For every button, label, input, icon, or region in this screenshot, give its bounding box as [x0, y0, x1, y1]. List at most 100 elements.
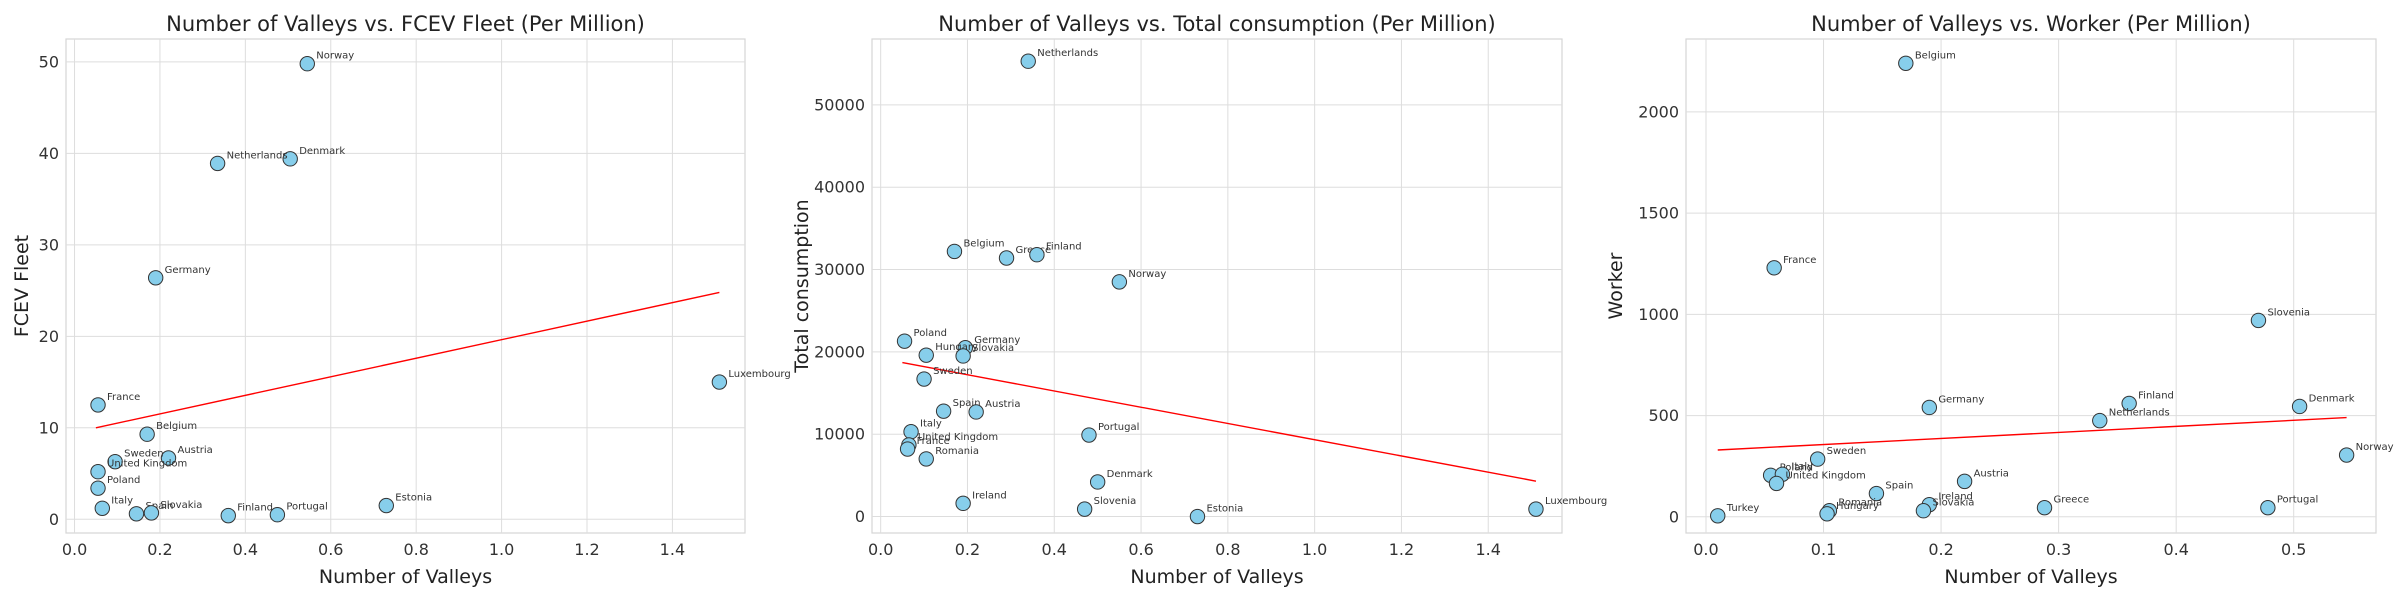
x-axis-label: Number of Valleys [1130, 566, 1303, 588]
data-point [2121, 395, 2137, 412]
y-tick-label: 40000 [814, 178, 865, 197]
x-tick-label: 0.0 [868, 540, 893, 559]
chart-panel-2: 0.0 0.2 0.4 0.6 0.8 1.0 1.2 1.4 0 10000 20000 30000… [791, 12, 1607, 588]
data-point [1868, 485, 1885, 502]
data-point-label: Slovakia [972, 343, 1014, 354]
x-tick-label: 0.8 [403, 540, 428, 559]
data-point [1915, 503, 1932, 519]
data-point [1081, 427, 1097, 443]
data-point [2291, 398, 2308, 415]
x-tick-label: 0.3 [2046, 540, 2071, 559]
data-point-label: Italy [1791, 461, 1813, 472]
data-point-label: Netherlands [2109, 408, 2170, 419]
data-point-label: Spain [145, 501, 173, 512]
x-tick-label: 0.4 [1042, 540, 1067, 559]
data-point-label: United Kingdom [1786, 470, 1866, 481]
x-tick-label: 1.2 [1389, 540, 1414, 559]
data-point [2338, 447, 2355, 463]
data-point [968, 404, 984, 420]
data-point-label: Slovenia [2267, 307, 2310, 318]
x-tick-label: 1.0 [1302, 540, 1327, 559]
x-tick-label: 0.1 [1811, 540, 1836, 559]
x-tick-label: 0.2 [147, 540, 172, 559]
data-point [128, 506, 145, 522]
data-point-label: Portugal [1098, 422, 1139, 433]
data-point [916, 371, 932, 387]
data-point-label: Denmark [2309, 393, 2355, 404]
x-tick-label: 1.2 [574, 540, 599, 559]
x-tick-label: 0.0 [1693, 540, 1718, 559]
data-point-label: Portugal [2277, 495, 2318, 506]
x-tick-label: 0.2 [955, 540, 980, 559]
x-axis-label: Number of Valleys [319, 566, 492, 588]
y-tick-label: 0 [49, 510, 59, 529]
data-point-label: Ireland [1938, 492, 1973, 503]
chart-title: Number of Valleys vs. Worker (Per Millio… [1811, 12, 2251, 36]
y-tick-label: 50 [39, 52, 59, 71]
data-point [946, 243, 963, 260]
data-point-label: Romania [935, 446, 979, 457]
data-point [90, 464, 106, 480]
data-point-label: Austria [177, 445, 212, 456]
data-point [1020, 53, 1036, 69]
data-point-label: Germany [165, 265, 211, 276]
data-point [1528, 501, 1544, 517]
trend-line [902, 361, 1537, 482]
data-point [1768, 475, 1785, 492]
data-point [1029, 247, 1045, 263]
data-point-label: Belgium [156, 421, 197, 432]
data-point [143, 505, 160, 521]
y-tick-label: 10 [39, 418, 59, 437]
data-point [896, 333, 913, 349]
data-point-label: Sweden [933, 366, 973, 377]
data-point-label: Sweden [1827, 446, 1867, 457]
x-tick-label: 0.6 [1128, 540, 1153, 559]
x-tick-label: 1.0 [489, 540, 514, 559]
data-point [918, 347, 934, 363]
data-point [1710, 508, 1726, 524]
data-point-label: Hungary [935, 342, 978, 353]
y-tick-label: 50000 [814, 95, 865, 114]
data-point [107, 453, 123, 470]
x-tick-label: 1.4 [660, 540, 685, 559]
data-point-label: Luxembourg [728, 369, 790, 380]
data-point [955, 348, 971, 364]
data-point-label: Estonia [1206, 504, 1243, 515]
data-point-label: Austria [1974, 468, 2009, 479]
data-point-label: Luxembourg [1545, 496, 1607, 507]
data-point-label: France [107, 392, 140, 403]
data-point [2250, 312, 2267, 329]
data-point [299, 56, 315, 72]
data-point [2036, 499, 2053, 516]
data-point [2092, 412, 2108, 429]
data-point [1956, 473, 1973, 490]
plot-area [1685, 38, 2377, 534]
data-point-label: Spain [953, 398, 981, 409]
x-tick-label: 0.0 [62, 540, 87, 559]
x-tick-label: 0.6 [318, 540, 343, 559]
trend-line [95, 291, 720, 429]
data-point [1189, 508, 1206, 525]
data-point [220, 507, 236, 524]
y-tick-label: 10000 [814, 425, 865, 444]
chart-title: Number of Valleys vs. FCEV Fleet (Per Mi… [166, 12, 645, 36]
chart-panel-1: 0.0 0.2 0.4 0.6 0.8 1.0 1.2 1.4 0 10 20 30 40 50 Norwa… [11, 12, 791, 588]
data-point [955, 495, 971, 512]
data-point-label: Norway [1128, 269, 1166, 280]
plot-area [65, 38, 746, 534]
data-point-label: Slovakia [160, 500, 202, 511]
y-tick-label: 20000 [814, 342, 865, 361]
data-point-label: France [917, 436, 950, 447]
data-point [1809, 451, 1826, 467]
data-point [998, 250, 1015, 266]
data-point-label: Poland [914, 328, 947, 339]
data-point-label: Estonia [395, 493, 432, 504]
x-tick-label: 0.2 [1928, 540, 1953, 559]
x-tick-label: 0.4 [233, 540, 258, 559]
data-point [899, 441, 916, 457]
data-point-label: Slovenia [1094, 496, 1137, 507]
data-point [160, 450, 177, 466]
data-point-label: Norway [2356, 442, 2394, 453]
data-point-label: Finland [1046, 242, 1082, 253]
